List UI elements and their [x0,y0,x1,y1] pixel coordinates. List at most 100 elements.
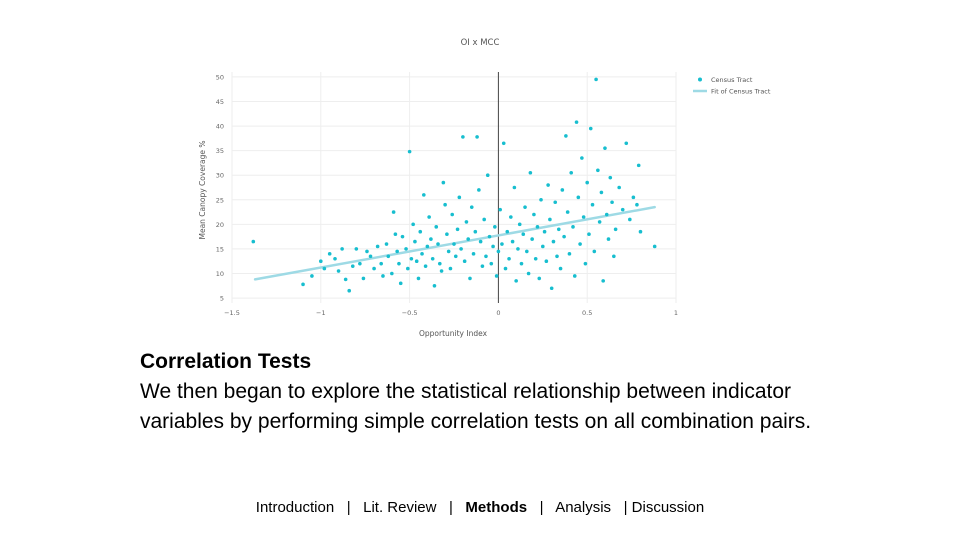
scatter-point[interactable] [475,135,479,139]
scatter-point[interactable] [578,242,582,246]
scatter-point[interactable] [411,222,415,227]
scatter-point[interactable] [434,225,439,229]
scatter-point[interactable] [505,229,510,234]
scatter-point[interactable] [606,237,611,241]
scatter-point[interactable] [532,212,536,217]
scatter-point[interactable] [636,163,641,168]
scatter-point[interactable] [517,222,522,227]
scatter-point[interactable] [571,225,575,229]
scatter-point[interactable] [347,288,352,293]
scatter-point[interactable] [631,195,636,200]
scatter-point[interactable] [407,149,412,154]
scatter-point[interactable] [565,210,570,214]
scatter-point[interactable] [333,256,337,261]
scatter-point[interactable] [487,234,492,239]
nav-analysis[interactable]: Analysis [555,499,612,516]
scatter-point[interactable] [336,269,341,273]
nav-discussion[interactable]: Discussion [631,499,705,516]
scatter-point[interactable] [519,261,524,266]
scatter-point[interactable] [491,244,495,249]
scatter-point[interactable] [409,256,414,261]
scatter-point[interactable] [443,202,447,207]
scatter-point[interactable] [494,274,499,278]
scatter-point[interactable] [436,242,440,246]
scatter-point[interactable] [583,261,588,266]
scatter-point[interactable] [514,279,518,283]
scatter-point[interactable] [613,227,618,232]
scatter-point[interactable] [384,242,389,246]
scatter-point[interactable] [551,239,556,244]
scatter-point[interactable] [414,259,419,264]
scatter-point[interactable] [574,120,579,124]
scatter-point[interactable] [501,141,506,146]
scatter-point[interactable] [510,239,515,244]
scatter-point[interactable] [553,200,558,205]
scatter-point[interactable] [530,237,534,241]
scatter-point[interactable] [507,256,511,261]
scatter-point[interactable] [556,227,561,232]
scatter-point[interactable] [375,244,380,249]
scatter-point[interactable] [526,271,531,276]
scatter-point[interactable] [416,276,421,281]
scatter-point[interactable] [535,225,540,229]
scatter-point[interactable] [368,254,373,259]
scatter-point[interactable] [597,220,602,224]
scatter-point[interactable] [319,259,323,264]
legend-label-census-tract[interactable]: Census Tract [711,76,753,84]
scatter-point[interactable] [512,185,517,190]
scatter-point[interactable] [445,232,449,236]
scatter-point[interactable] [430,256,435,261]
scatter-point[interactable] [322,266,327,271]
scatter-point[interactable] [560,188,565,192]
scatter-point[interactable] [404,247,408,251]
scatter-point[interactable] [635,202,639,207]
scatter-point[interactable] [493,225,497,229]
scatter-point[interactable] [580,156,584,160]
scatter-point[interactable] [537,276,542,281]
scatter-point[interactable] [393,232,398,236]
scatter-point[interactable] [453,254,458,259]
scatter-point[interactable] [610,200,614,205]
scatter-point[interactable] [567,252,572,256]
scatter-point[interactable] [439,269,444,273]
scatter-point[interactable] [423,264,428,268]
scatter-point[interactable] [251,239,256,244]
scatter-point[interactable] [548,217,552,222]
scatter-point[interactable] [638,229,643,234]
scatter-point[interactable] [457,195,462,200]
scatter-point[interactable] [576,195,581,200]
scatter-point[interactable] [496,249,501,254]
scatter-point[interactable] [301,282,305,287]
scatter-point[interactable] [562,234,566,239]
scatter-point[interactable] [354,247,359,251]
scatter-point[interactable] [422,193,426,197]
scatter-point[interactable] [546,183,550,187]
scatter-point[interactable] [343,277,348,282]
scatter-point[interactable] [596,168,600,173]
scatter-point[interactable] [425,244,430,249]
scatter-point[interactable] [372,266,376,271]
scatter-point[interactable] [484,254,488,259]
scatter-point[interactable] [455,227,460,232]
scatter-point[interactable] [361,276,366,281]
scatter-point[interactable] [450,212,455,217]
scatter-point[interactable] [516,247,520,251]
scatter-point[interactable] [652,244,657,249]
scatter-point[interactable] [469,205,474,209]
scatter-point[interactable] [395,249,399,254]
scatter-point[interactable] [480,264,485,268]
scatter-point[interactable] [592,249,597,254]
scatter-point[interactable] [327,252,332,256]
scatter-point[interactable] [604,212,609,217]
scatter-point[interactable] [391,210,396,214]
nav-methods[interactable]: Methods [465,499,528,516]
nav-introduction[interactable]: Introduction [255,499,335,516]
scatter-point[interactable] [381,274,385,278]
scatter-point[interactable] [533,256,538,261]
scatter-point[interactable] [462,259,467,264]
scatter-point[interactable] [418,229,423,234]
scatter-point[interactable] [429,237,433,241]
scatter-point[interactable] [340,247,344,251]
scatter-point[interactable] [420,252,424,256]
scatter-point[interactable] [358,261,362,266]
